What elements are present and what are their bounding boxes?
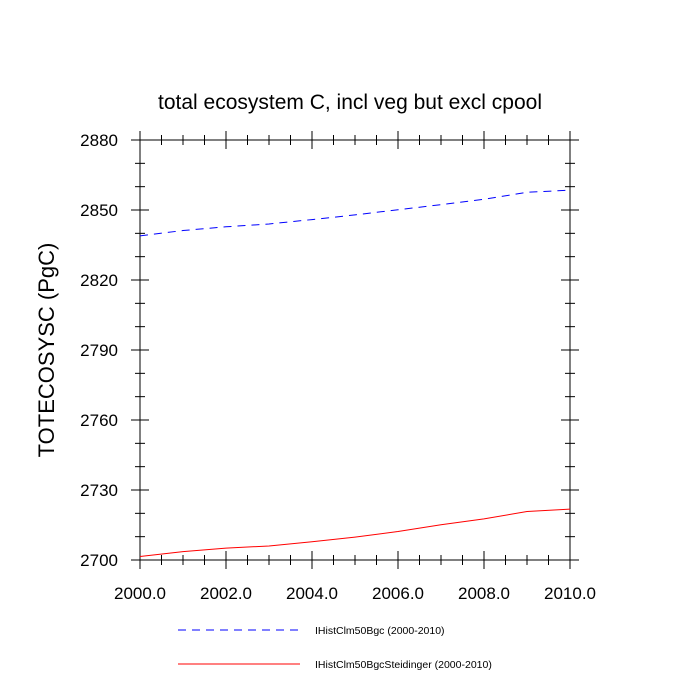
y-tick-label: 2730 <box>80 481 118 500</box>
x-tick-label: 2004.0 <box>286 584 338 603</box>
x-tick-label: 2010.0 <box>544 584 596 603</box>
legend-label-1: IHistClm50Bgc (2000-2010) <box>315 625 445 637</box>
chart-title: total ecosystem C, incl veg but excl cpo… <box>158 91 542 114</box>
y-tick-label: 2850 <box>80 201 118 220</box>
legend-label-2: IHistClm50BgcSteidinger (2000-2010) <box>315 659 492 671</box>
x-tick-label: 2002.0 <box>200 584 252 603</box>
y-axis-label: TOTECOSYSC (PgC) <box>34 243 59 458</box>
x-tick-label: 2006.0 <box>372 584 424 603</box>
y-tick-label: 2880 <box>80 131 118 150</box>
y-tick-label: 2700 <box>80 551 118 570</box>
x-tick-label: 2008.0 <box>458 584 510 603</box>
x-tick-label: 2000.0 <box>114 584 166 603</box>
series-line-2 <box>139 508 571 557</box>
plot-frame <box>139 139 571 561</box>
plot-area: 2000.0 2002.0 2004.0 2006.0 2008.0 2010.0 2700… <box>80 131 596 603</box>
y-tick-label: 2760 <box>80 411 118 430</box>
y-tick-label: 2790 <box>80 341 118 360</box>
series-line-1 <box>139 189 571 237</box>
y-tick-label: 2820 <box>80 271 118 290</box>
legend: IHistClm50Bgc (2000-2010) IHistClm50BgcSt… <box>178 625 492 671</box>
